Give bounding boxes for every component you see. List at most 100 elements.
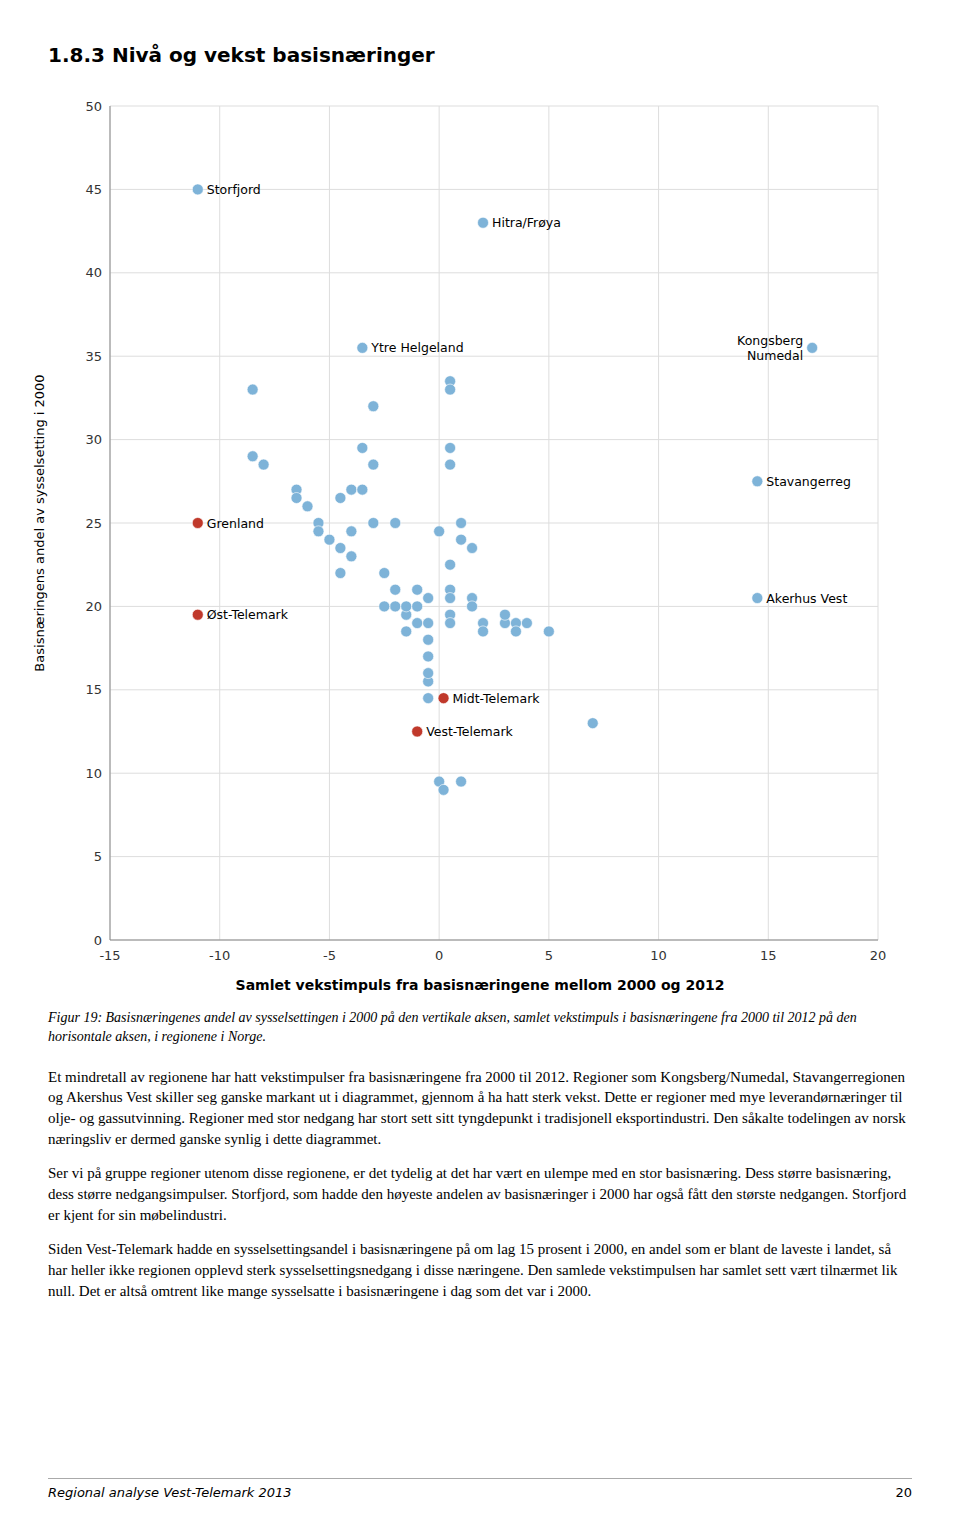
point bbox=[247, 451, 258, 462]
point-label: Ytre Helgeland bbox=[370, 340, 463, 355]
point bbox=[346, 526, 357, 537]
y-tick-label: 30 bbox=[85, 432, 102, 447]
title: 1.8.3 Nivå og vekst basisnæringer bbox=[48, 43, 435, 67]
y-tick-label: 50 bbox=[85, 99, 102, 114]
point bbox=[423, 651, 434, 662]
caption: Figur 19: Basisnæringenes andel av sysse… bbox=[48, 1008, 912, 1047]
point bbox=[346, 551, 357, 562]
point bbox=[335, 543, 346, 554]
point bbox=[467, 543, 478, 554]
point bbox=[752, 476, 763, 487]
point bbox=[291, 492, 302, 503]
point bbox=[445, 593, 456, 604]
point bbox=[357, 442, 368, 453]
point bbox=[412, 584, 423, 595]
x-tick-label: 5 bbox=[545, 948, 553, 963]
point-label-line: Akerhus Vest bbox=[766, 591, 847, 606]
point-label: KongsbergNumedal bbox=[737, 333, 803, 363]
point bbox=[412, 601, 423, 612]
point bbox=[510, 626, 521, 637]
point bbox=[379, 568, 390, 579]
point-label: Øst-Telemark bbox=[207, 607, 289, 622]
footer-left: Regional analyse Vest-Telemark 2013 bbox=[48, 1485, 292, 1500]
point bbox=[412, 618, 423, 629]
x-tick-label: 20 bbox=[870, 948, 887, 963]
point bbox=[335, 492, 346, 503]
point-labels: Storfjord Hitra/Frøya Ytre Helgeland Kongsb… bbox=[207, 182, 851, 739]
x-tick-label: 10 bbox=[650, 948, 667, 963]
point bbox=[401, 626, 412, 637]
x-tick-label: 15 bbox=[760, 948, 777, 963]
point bbox=[445, 618, 456, 629]
paragraph: Ser vi på gruppe regioner utenom disse r… bbox=[48, 1163, 912, 1225]
point bbox=[445, 559, 456, 570]
point bbox=[412, 726, 423, 737]
point-label-line: Grenland bbox=[207, 516, 264, 531]
y-tick-label: 10 bbox=[85, 766, 102, 781]
point bbox=[423, 634, 434, 645]
x-axis-label: Samlet vekstimpuls fra basisnæringene me… bbox=[236, 977, 725, 993]
point-label: Grenland bbox=[207, 516, 264, 531]
point bbox=[445, 459, 456, 470]
point bbox=[467, 601, 478, 612]
point bbox=[423, 693, 434, 704]
x-axis-line bbox=[110, 940, 878, 941]
paragraph: Siden Vest-Telemark hadde en sysselsetti… bbox=[48, 1239, 912, 1301]
point bbox=[247, 384, 258, 395]
point bbox=[357, 342, 368, 353]
point-label: Stavangerreg bbox=[766, 474, 851, 489]
point bbox=[302, 501, 313, 512]
grid-line-y bbox=[110, 773, 878, 774]
point-label-line: Hitra/Frøya bbox=[492, 215, 561, 230]
paragraph: Et mindretall av regionene har hatt veks… bbox=[48, 1067, 912, 1150]
point bbox=[368, 401, 379, 412]
point bbox=[401, 601, 412, 612]
point bbox=[445, 442, 456, 453]
footer: Regional analyse Vest-Telemark 201320 bbox=[48, 1478, 912, 1500]
point-label-line: Øst-Telemark bbox=[207, 607, 289, 622]
point bbox=[478, 217, 489, 228]
point bbox=[456, 534, 467, 545]
grid-line-y bbox=[110, 856, 878, 857]
point bbox=[434, 526, 445, 537]
y-tick-label: 45 bbox=[85, 182, 102, 197]
chart: 1.8.3 Nivå og vekst basisnæringer-15-10-… bbox=[0, 0, 960, 1000]
point-label-line: Storfjord bbox=[207, 182, 261, 197]
point bbox=[192, 518, 203, 529]
point bbox=[499, 609, 510, 620]
point bbox=[192, 184, 203, 195]
point-label-line: Ytre Helgeland bbox=[370, 340, 463, 355]
y-tick-label: 25 bbox=[85, 516, 102, 531]
y-tick-label: 20 bbox=[85, 599, 102, 614]
point bbox=[324, 534, 335, 545]
point bbox=[456, 776, 467, 787]
grid bbox=[110, 106, 878, 940]
point bbox=[357, 484, 368, 495]
point-label-line: Vest-Telemark bbox=[426, 724, 513, 739]
grid-line-y bbox=[110, 272, 878, 273]
y-tick-label: 40 bbox=[85, 265, 102, 280]
y-tick-label: 5 bbox=[94, 849, 102, 864]
x-tick-label: -10 bbox=[209, 948, 230, 963]
point-label: Vest-Telemark bbox=[426, 724, 513, 739]
point bbox=[379, 601, 390, 612]
point-label: Hitra/Frøya bbox=[492, 215, 561, 230]
point-label: Akerhus Vest bbox=[766, 591, 847, 606]
point-label: Storfjord bbox=[207, 182, 261, 197]
point bbox=[335, 568, 346, 579]
point bbox=[390, 584, 401, 595]
point bbox=[456, 518, 467, 529]
y-axis-label: Basisnæringens andel av sysselsetting i … bbox=[32, 374, 47, 671]
point bbox=[752, 593, 763, 604]
point-label: Midt-Telemark bbox=[453, 691, 541, 706]
text-column: Figur 19: Basisnæringenes andel av sysse… bbox=[48, 1008, 912, 1316]
point bbox=[423, 668, 434, 679]
point bbox=[313, 526, 324, 537]
point-label-line: Stavangerreg bbox=[766, 474, 851, 489]
points bbox=[192, 184, 817, 795]
y-axis-line bbox=[110, 106, 111, 940]
point bbox=[438, 693, 449, 704]
grid-line-y bbox=[110, 940, 878, 941]
point bbox=[258, 459, 269, 470]
point bbox=[445, 384, 456, 395]
